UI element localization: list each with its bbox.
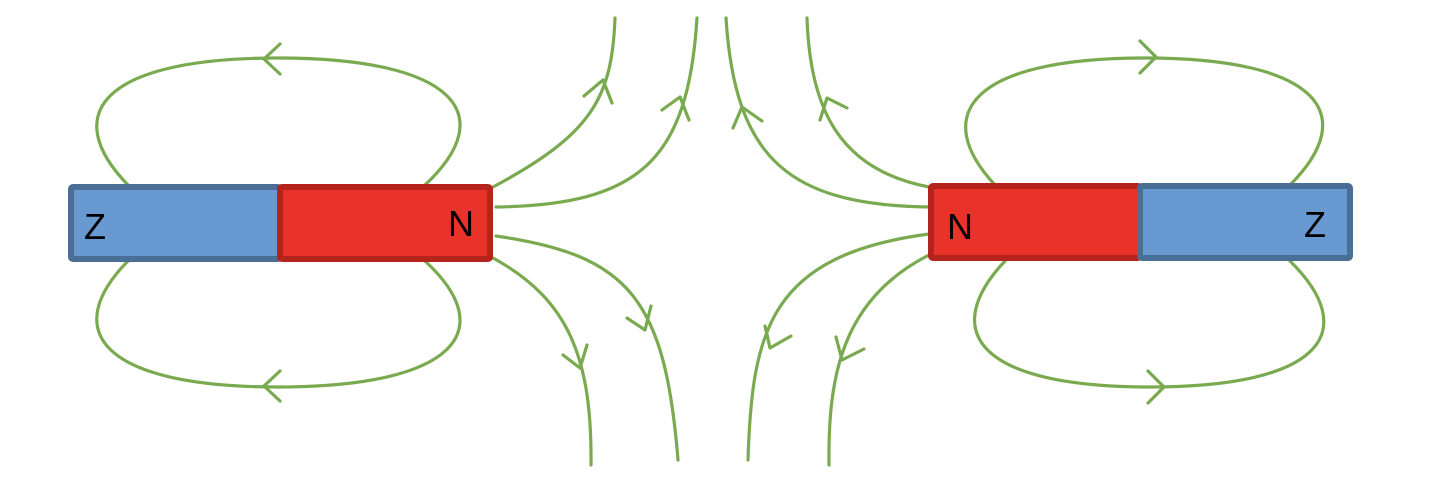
left-upper-loop-arrow bbox=[262, 42, 282, 76]
central-field-lines bbox=[491, 16, 931, 467]
right-magnet: N Z bbox=[928, 183, 1353, 261]
right-n-upper-inner-arrow bbox=[731, 105, 764, 130]
right-n-upper-inner-line bbox=[724, 16, 931, 209]
right-upper-loop-arrow bbox=[1138, 39, 1158, 75]
left-n-upper-outer-arrow bbox=[582, 78, 614, 105]
right-lower-loop bbox=[973, 259, 1326, 389]
right-n-lower-inner-arrow bbox=[763, 324, 793, 350]
right-n-lower-outer-line bbox=[827, 253, 931, 467]
left-n-lower-inner-line bbox=[494, 234, 680, 462]
right-magnet-south-pole bbox=[1137, 183, 1353, 261]
right-magnet-north-label: N bbox=[947, 206, 973, 247]
left-n-upper-inner-line bbox=[494, 16, 699, 209]
right-lower-loop-arrow bbox=[1146, 369, 1166, 405]
left-lower-loop-arrow bbox=[262, 369, 282, 403]
right-magnet-field-loops bbox=[964, 39, 1326, 405]
left-n-lower-inner-arrow bbox=[625, 304, 653, 332]
right-n-upper-outer-line bbox=[805, 16, 931, 189]
left-magnet-field-loops bbox=[95, 42, 462, 403]
left-n-upper-outer-line bbox=[491, 16, 617, 189]
right-n-upper-outer-arrow bbox=[818, 96, 849, 122]
right-magnet-south-label: Z bbox=[1304, 204, 1326, 245]
right-n-lower-inner-line bbox=[746, 232, 931, 462]
left-magnet-north-label: N bbox=[448, 203, 474, 244]
left-n-upper-inner-arrow bbox=[660, 95, 691, 122]
left-n-lower-outer-arrow bbox=[561, 343, 589, 370]
left-n-lower-outer-line bbox=[491, 256, 593, 467]
right-upper-loop bbox=[964, 56, 1325, 187]
left-upper-loop bbox=[95, 56, 462, 187]
right-n-lower-outer-arrow bbox=[834, 335, 866, 362]
left-magnet-north-pole bbox=[277, 184, 493, 262]
left-lower-loop bbox=[95, 259, 462, 389]
left-magnet: Z N bbox=[68, 184, 493, 262]
left-magnet-south-label: Z bbox=[84, 206, 106, 247]
